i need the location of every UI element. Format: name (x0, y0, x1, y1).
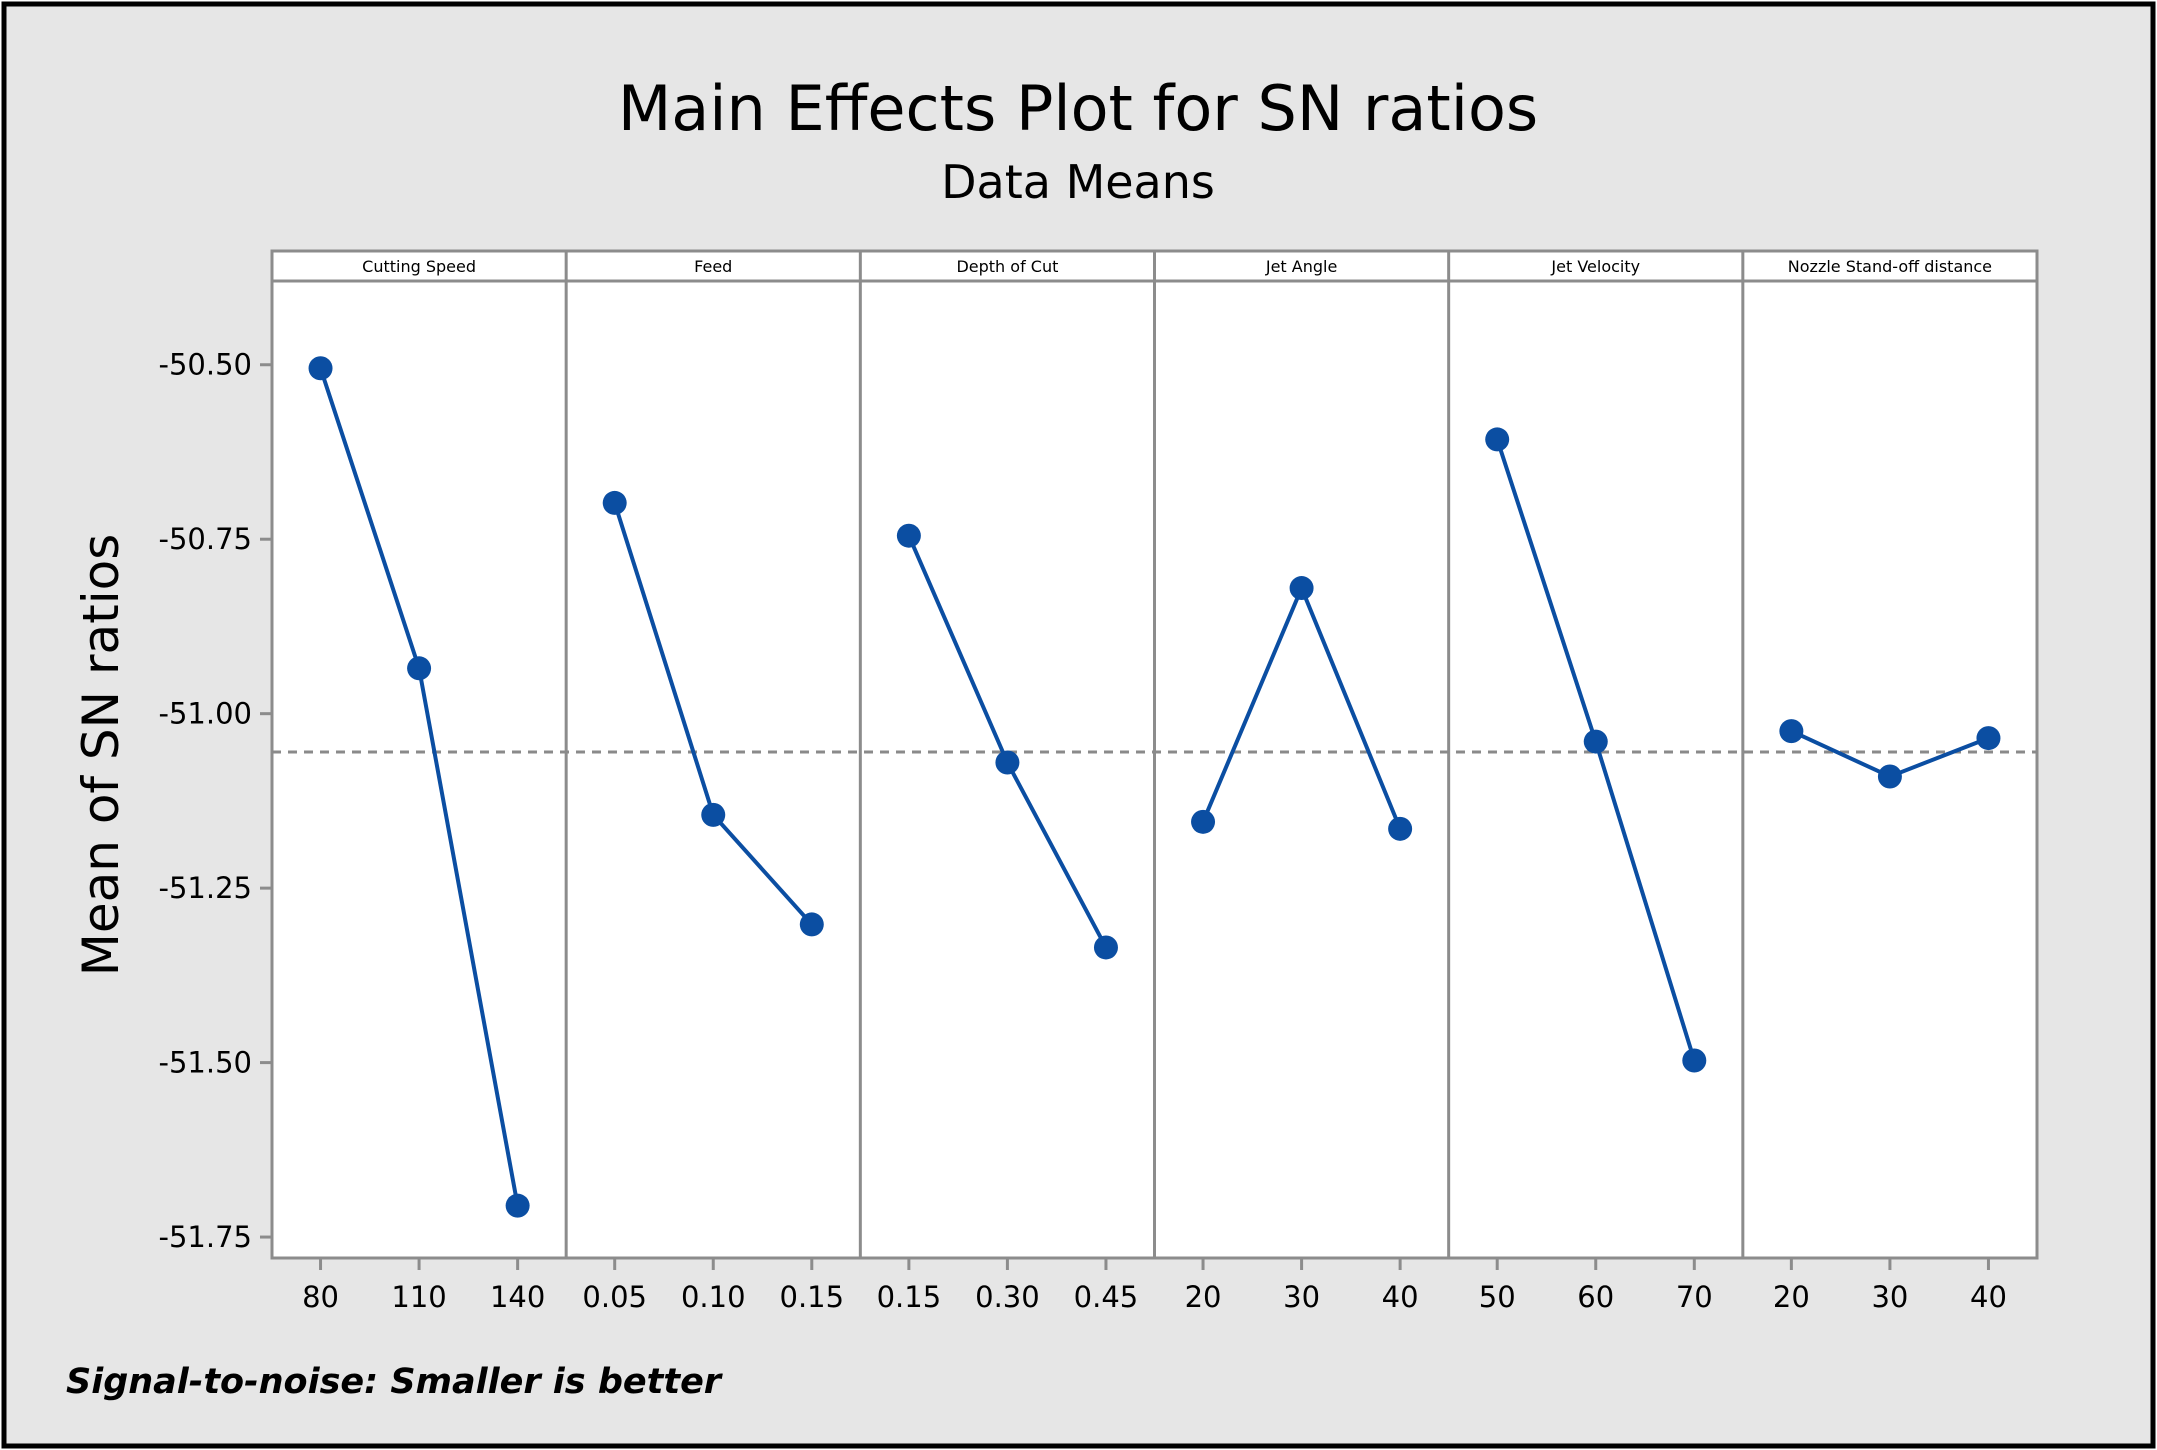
chart-title: Main Effects Plot for SN ratios (618, 72, 1538, 145)
x-tick-label-depth-of-cut: 0.30 (975, 1280, 1040, 1314)
x-tick-label-cutting-speed: 110 (391, 1280, 446, 1314)
chart-subtitle: Data Means (941, 155, 1215, 209)
data-point-jet-angle-20 (1191, 809, 1216, 834)
panel-title-jet-angle: Jet Angle (1265, 257, 1337, 276)
data-point-depth-of-cut-0.45 (1093, 935, 1118, 960)
series-layer (308, 356, 2001, 1218)
footnote: Signal-to-noise: Smaller is better (66, 1362, 724, 1402)
x-tick-label-feed: 0.10 (681, 1280, 746, 1314)
y-axis-label: Mean of SN ratios (72, 534, 130, 977)
y-tick-label: -50.75 (159, 522, 253, 556)
x-tick-label-feed: 0.05 (582, 1280, 647, 1314)
x-tick-label-jet-velocity: 50 (1479, 1280, 1516, 1314)
panel-layer: Cutting Speed Feed Depth of Cut Jet Angle Je… (272, 251, 2037, 1258)
data-point-nozzle-stand-off-distance-40 (1976, 726, 2001, 751)
data-point-feed-0.15 (799, 912, 824, 937)
panel-title-feed: Feed (694, 257, 732, 276)
data-point-jet-velocity-60 (1583, 729, 1608, 754)
x-tick-label-nozzle-stand-off-distance: 40 (1970, 1280, 2007, 1314)
x-tick-label-jet-velocity: 70 (1676, 1280, 1713, 1314)
data-point-cutting-speed-140 (505, 1193, 530, 1218)
x-tick-label-depth-of-cut: 0.45 (1074, 1280, 1139, 1314)
x-tick-label-nozzle-stand-off-distance: 30 (1871, 1280, 1908, 1314)
x-tick-label-jet-angle: 40 (1382, 1280, 1419, 1314)
panel-title-jet-velocity: Jet Velocity (1550, 257, 1640, 276)
x-tick-label-jet-angle: 20 (1185, 1280, 1222, 1314)
x-tick-label-cutting-speed: 140 (490, 1280, 545, 1314)
data-point-feed-0.05 (602, 490, 627, 515)
y-tick-label: -51.50 (159, 1046, 253, 1080)
data-point-feed-0.10 (701, 802, 726, 827)
x-tick-label-nozzle-stand-off-distance: 20 (1773, 1280, 1810, 1314)
panel-title-nozzle-stand-off-distance: Nozzle Stand-off distance (1788, 257, 1992, 276)
panel-title-cutting-speed: Cutting Speed (362, 257, 476, 276)
data-point-jet-angle-30 (1289, 576, 1314, 601)
x-tick-label-depth-of-cut: 0.15 (877, 1280, 942, 1314)
y-tick-label: -51.25 (159, 871, 253, 905)
data-point-nozzle-stand-off-distance-30 (1877, 764, 1902, 789)
data-point-depth-of-cut-0.30 (995, 750, 1020, 775)
panel-title-depth-of-cut: Depth of Cut (956, 257, 1058, 276)
y-tick-label: -51.75 (159, 1220, 253, 1254)
y-tick-label: -51.00 (159, 697, 253, 731)
data-point-cutting-speed-110 (407, 656, 432, 681)
y-tick-label: -50.50 (159, 348, 253, 382)
axis-layer: -50.50 -50.75 -51.00 -51.25 -51.50 -51.75 80 11… (159, 348, 2007, 1314)
svg-text:Mean of SN ratios: Mean of SN ratios (72, 534, 130, 977)
x-tick-label-jet-angle: 30 (1283, 1280, 1320, 1314)
data-point-jet-angle-40 (1388, 816, 1413, 841)
data-point-depth-of-cut-0.15 (896, 523, 921, 548)
data-point-cutting-speed-80 (308, 356, 333, 381)
data-point-jet-velocity-50 (1485, 427, 1510, 452)
x-tick-label-jet-velocity: 60 (1577, 1280, 1614, 1314)
x-tick-label-feed: 0.15 (780, 1280, 845, 1314)
x-tick-label-cutting-speed: 80 (302, 1280, 339, 1314)
data-point-nozzle-stand-off-distance-20 (1779, 719, 1804, 744)
data-point-jet-velocity-70 (1682, 1048, 1707, 1073)
